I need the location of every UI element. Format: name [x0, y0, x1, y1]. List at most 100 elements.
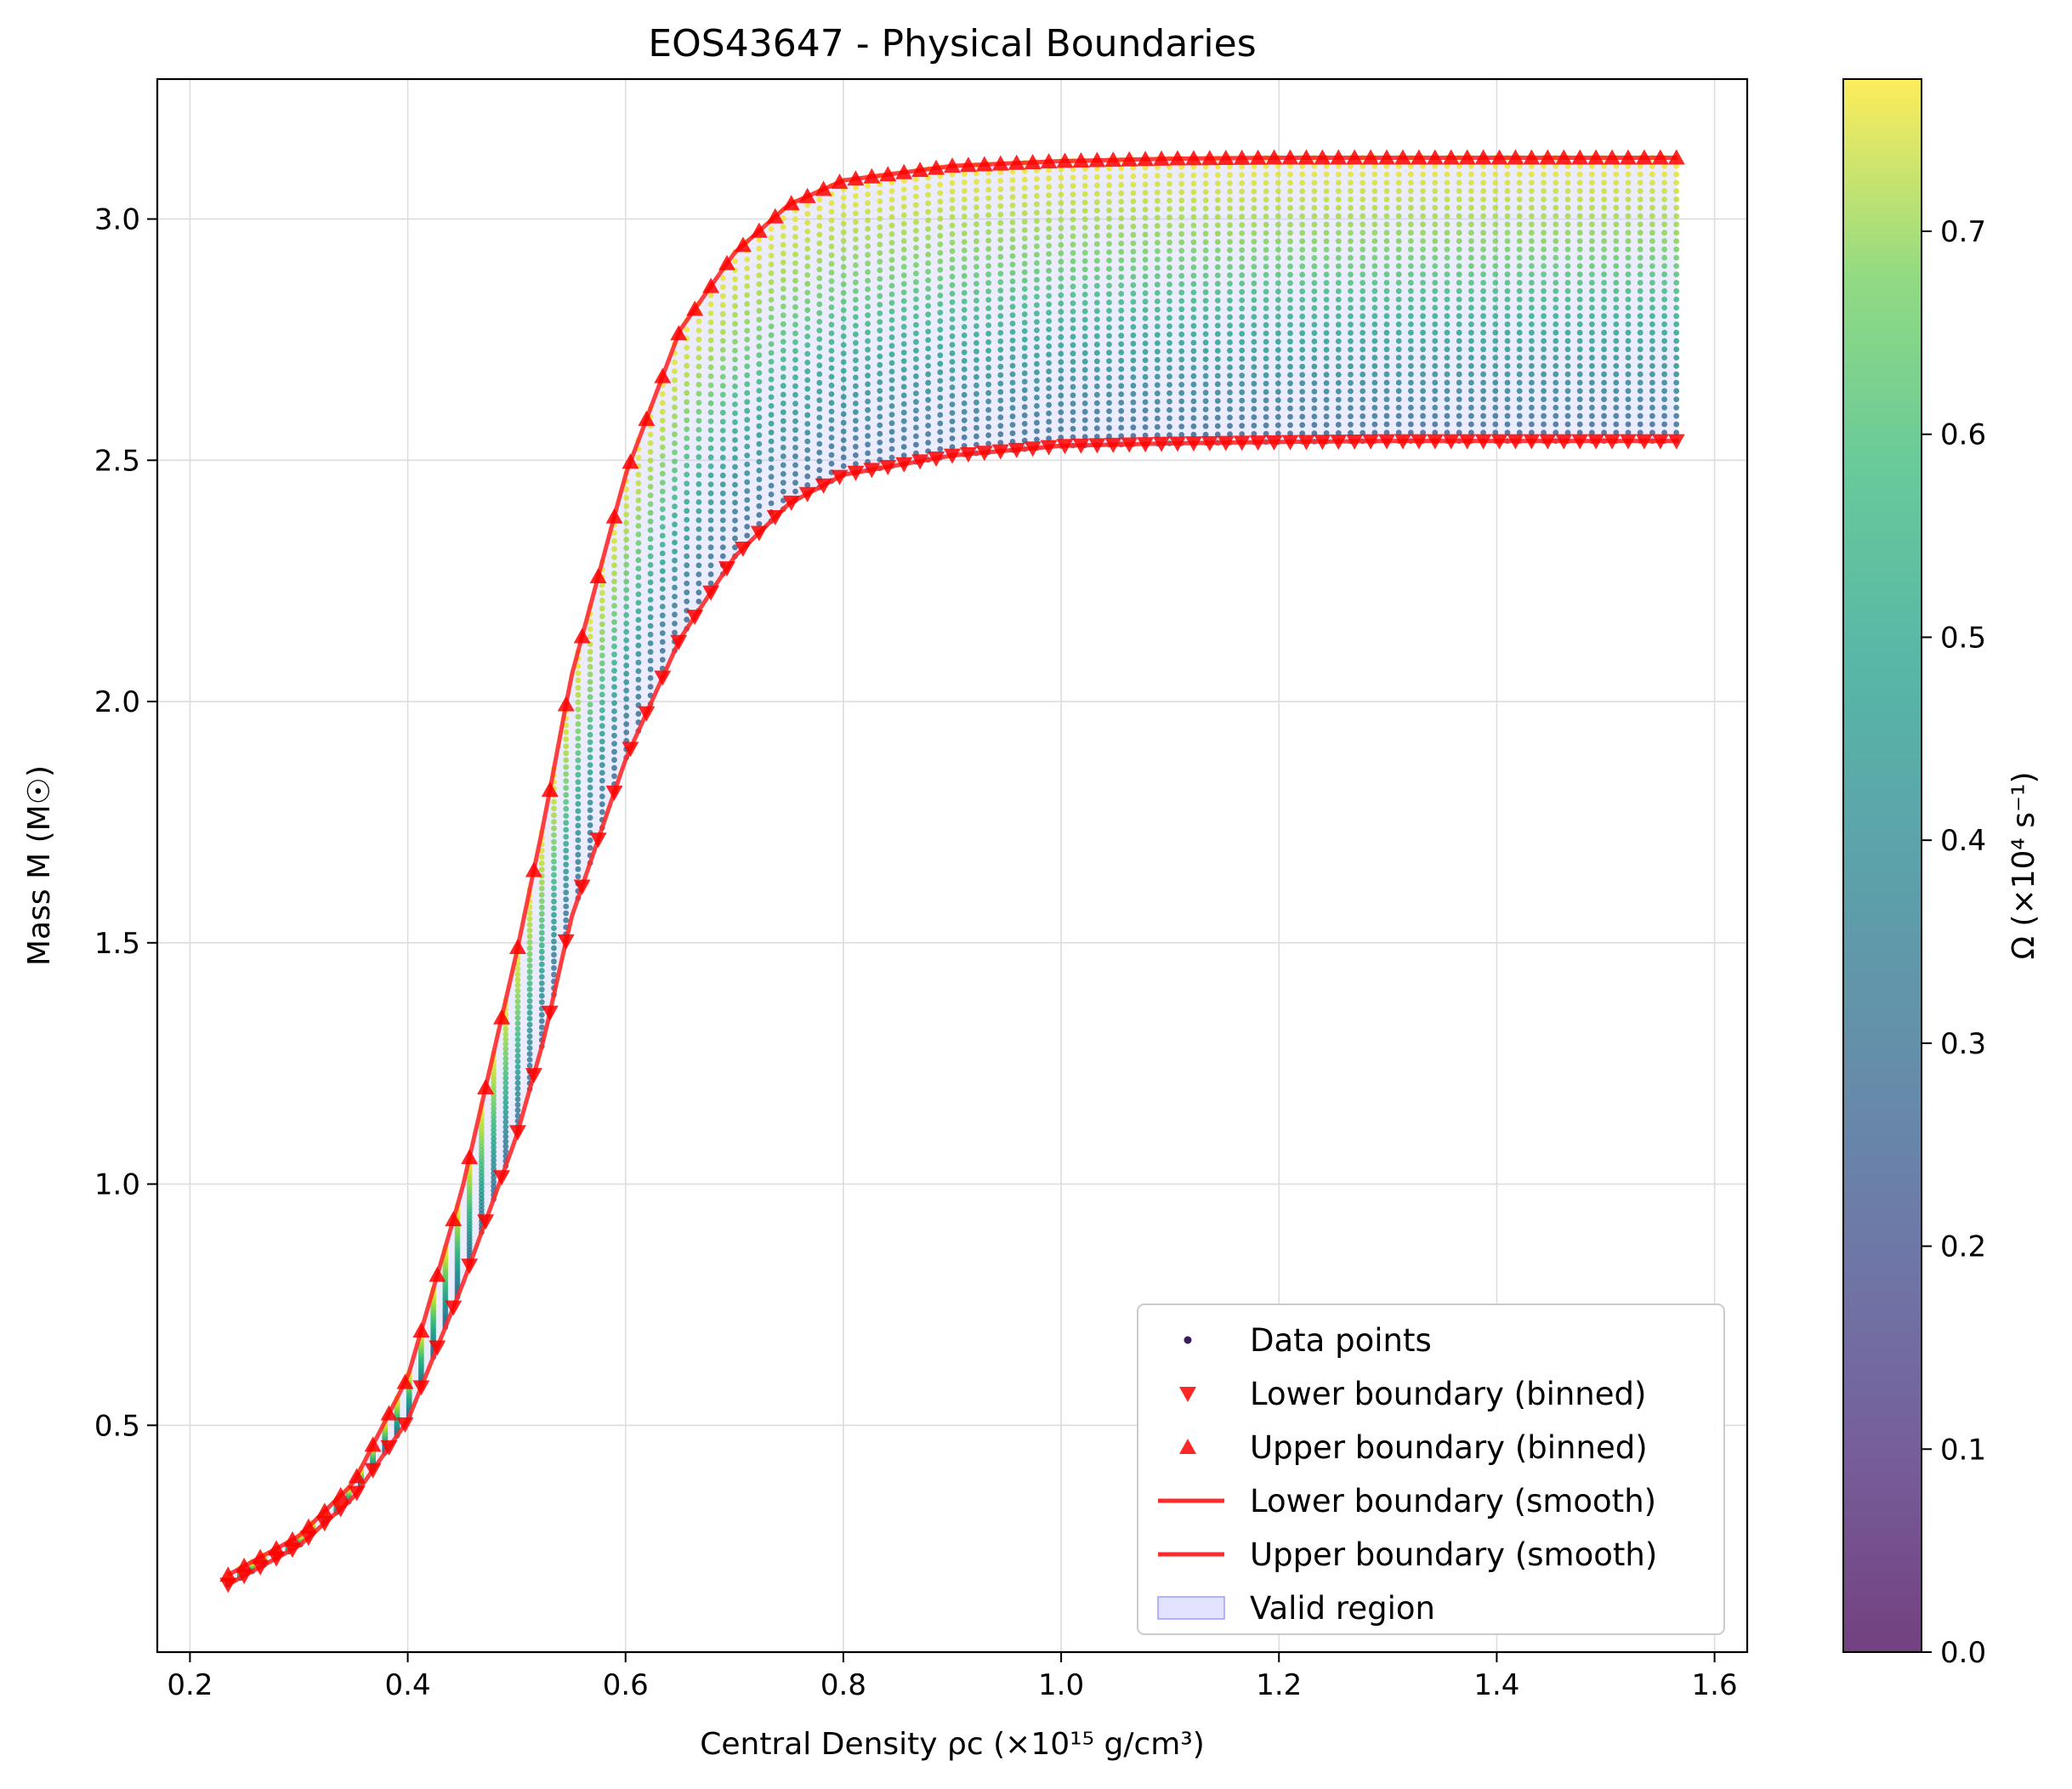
- data-point: [1299, 304, 1306, 311]
- data-point: [1553, 338, 1559, 344]
- data-point: [744, 470, 751, 476]
- data-point: [949, 291, 956, 297]
- data-point: [1516, 271, 1523, 278]
- data-point: [1239, 406, 1246, 412]
- data-point: [1154, 332, 1161, 338]
- data-point: [1142, 340, 1149, 347]
- data-point: [974, 323, 979, 329]
- data-point: [1589, 188, 1595, 195]
- data-point: [1227, 196, 1233, 203]
- data-point: [502, 1143, 509, 1150]
- data-point: [756, 378, 763, 385]
- data-point: [1456, 321, 1462, 327]
- data-point: [961, 426, 968, 432]
- data-point: [1167, 373, 1172, 380]
- data-point: [1661, 238, 1667, 244]
- data-point: [865, 338, 871, 344]
- lower-boundary-marker: [493, 1170, 511, 1186]
- data-point: [1335, 238, 1342, 244]
- data-point: [961, 341, 968, 347]
- data-point: [949, 410, 956, 416]
- data-point: [1541, 421, 1547, 428]
- data-point: [707, 481, 714, 487]
- data-point: [1046, 418, 1052, 425]
- data-point: [514, 1058, 521, 1065]
- data-point: [672, 611, 678, 618]
- data-point: [647, 649, 654, 656]
- data-point: [1444, 329, 1450, 336]
- data-point: [768, 403, 775, 409]
- data-point: [974, 221, 979, 228]
- data-point: [1167, 356, 1172, 363]
- data-point: [1444, 421, 1450, 428]
- data-point: [684, 571, 690, 577]
- data-point: [1058, 376, 1064, 382]
- data-point: [913, 365, 919, 371]
- data-point: [707, 535, 714, 542]
- data-point: [1637, 196, 1643, 202]
- data-point: [937, 318, 944, 324]
- data-point: [587, 701, 593, 707]
- data-point: [1081, 375, 1088, 382]
- data-point: [792, 445, 798, 451]
- data-point: [672, 476, 678, 483]
- data-point: [684, 616, 690, 623]
- lower-boundary-marker: [766, 510, 784, 526]
- data-point: [1432, 179, 1439, 186]
- data-point: [961, 366, 968, 372]
- data-point: [985, 288, 991, 294]
- data-point: [575, 859, 582, 866]
- data-point: [1299, 313, 1306, 320]
- data-point: [1420, 196, 1426, 202]
- data-point: [1178, 230, 1185, 237]
- data-point: [1576, 221, 1583, 228]
- data-point: [623, 503, 630, 509]
- data-point: [732, 437, 738, 443]
- upper-boundary-marker: [1507, 149, 1524, 165]
- data-point: [1323, 221, 1330, 228]
- data-point: [1335, 271, 1342, 278]
- data-point: [1034, 302, 1040, 309]
- lower-boundary-marker: [959, 446, 977, 463]
- data-point: [1299, 355, 1306, 361]
- data-point: [1323, 413, 1330, 420]
- data-point: [1613, 313, 1620, 320]
- data-point: [611, 724, 617, 730]
- data-point: [538, 961, 545, 968]
- data-point: [974, 373, 979, 380]
- data-point: [937, 181, 944, 188]
- data-point: [502, 1055, 509, 1062]
- data-point: [1178, 214, 1185, 220]
- data-point: [1154, 315, 1161, 321]
- data-point: [1541, 321, 1547, 327]
- data-point: [1335, 296, 1342, 303]
- data-point: [635, 625, 642, 632]
- upper-boundary-marker: [959, 156, 977, 173]
- data-point: [853, 253, 859, 260]
- data-point: [1649, 412, 1655, 419]
- data-point: [888, 334, 895, 340]
- data-point: [1504, 296, 1511, 303]
- data-point: [913, 355, 919, 362]
- data-point: [804, 219, 811, 226]
- data-point: [719, 499, 726, 506]
- data-point: [1335, 179, 1342, 186]
- data-point: [744, 274, 751, 281]
- data-point: [1251, 338, 1257, 345]
- data-point: [1034, 276, 1040, 283]
- data-point: [997, 330, 1004, 336]
- data-point: [792, 488, 798, 495]
- data-point: [1202, 239, 1209, 246]
- data-point: [1516, 296, 1523, 303]
- data-point: [1287, 372, 1293, 378]
- data-point: [961, 383, 968, 389]
- data-point: [756, 308, 763, 314]
- data-point: [1070, 275, 1076, 281]
- data-point: [1395, 412, 1402, 419]
- data-point: [865, 243, 871, 249]
- data-point: [1239, 247, 1246, 253]
- data-point: [1432, 329, 1439, 336]
- data-point: [1287, 338, 1293, 345]
- data-point: [1227, 355, 1233, 362]
- data-point: [526, 945, 533, 951]
